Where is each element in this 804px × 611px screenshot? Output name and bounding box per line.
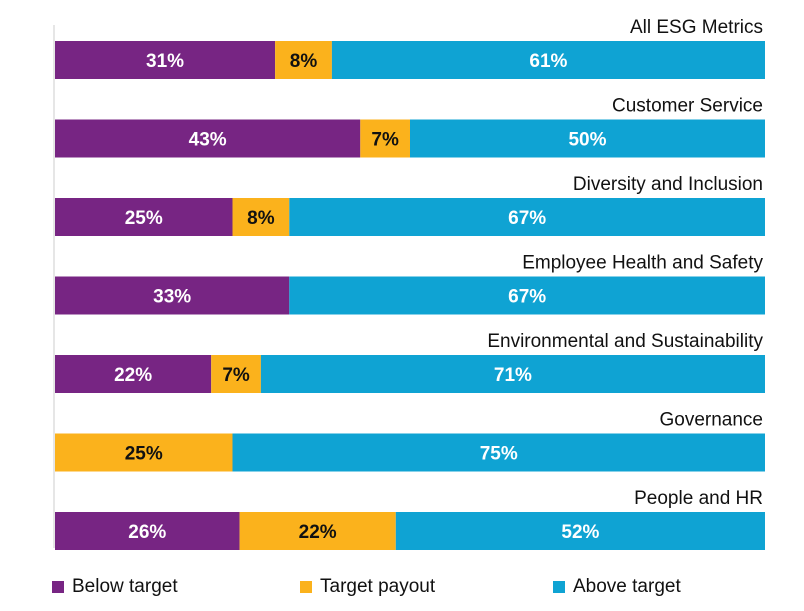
bar-segment xyxy=(410,119,765,158)
bar-segment xyxy=(55,512,240,550)
bars-group: All ESG Metrics 31% 8% 61% Customer Service 4… xyxy=(55,17,765,550)
bar-segment xyxy=(55,433,233,472)
legend-label: Target payout xyxy=(320,576,436,597)
data-label: 71% xyxy=(494,365,532,386)
bar-segment xyxy=(211,355,261,393)
data-label: 33% xyxy=(153,287,191,308)
bar-segment xyxy=(275,41,332,79)
data-label: 7% xyxy=(371,130,399,151)
data-label: 8% xyxy=(290,51,318,72)
data-label: 25% xyxy=(125,444,163,465)
category-label: Customer Service xyxy=(612,96,763,117)
bar-segment xyxy=(260,355,765,393)
legend-item: Above target xyxy=(553,576,681,598)
data-label: 22% xyxy=(114,365,152,386)
data-label: 61% xyxy=(529,51,567,72)
bar-segment xyxy=(395,512,765,550)
stacked-bar-chart: All ESG Metrics 31% 8% 61% Customer Service 4… xyxy=(53,17,765,550)
data-label: 25% xyxy=(125,208,163,229)
category-label: Environmental and Sustainability xyxy=(487,331,763,352)
legend-swatch xyxy=(553,581,565,593)
category-label: Governance xyxy=(659,410,763,431)
data-label: 67% xyxy=(508,287,546,308)
bar-segment xyxy=(331,41,765,79)
data-label: 75% xyxy=(480,444,518,465)
data-label: 31% xyxy=(146,51,184,72)
legend: Below target Target payout Above target xyxy=(0,570,804,610)
bar-segment xyxy=(55,198,233,236)
bar-segment xyxy=(289,276,765,315)
category-label: People and HR xyxy=(634,488,763,509)
legend-swatch xyxy=(52,581,64,593)
category-label: Diversity and Inclusion xyxy=(573,174,763,195)
data-label: 50% xyxy=(568,130,606,151)
bar-segment xyxy=(55,41,276,79)
data-label: 43% xyxy=(189,130,227,151)
bar-segment xyxy=(360,119,410,158)
bar-segment xyxy=(232,198,290,236)
data-label: 26% xyxy=(128,522,166,543)
legend-item: Below target xyxy=(52,576,178,598)
category-label: Employee Health and Safety xyxy=(522,253,763,274)
data-label: 8% xyxy=(247,208,275,229)
data-label: 7% xyxy=(222,365,250,386)
bar-segment xyxy=(289,198,765,236)
data-label: 22% xyxy=(299,522,337,543)
bar-segment xyxy=(239,512,396,550)
bar-segment xyxy=(55,355,212,393)
bar-segment xyxy=(55,119,361,158)
bar-segment xyxy=(232,433,765,472)
data-label: 67% xyxy=(508,208,546,229)
legend-swatch xyxy=(300,581,312,593)
legend-item: Target payout xyxy=(300,576,435,598)
data-label: 52% xyxy=(561,522,599,543)
legend-label: Above target xyxy=(573,576,681,597)
category-label: All ESG Metrics xyxy=(630,17,763,38)
bar-segment xyxy=(55,276,290,315)
legend-label: Below target xyxy=(72,576,178,597)
